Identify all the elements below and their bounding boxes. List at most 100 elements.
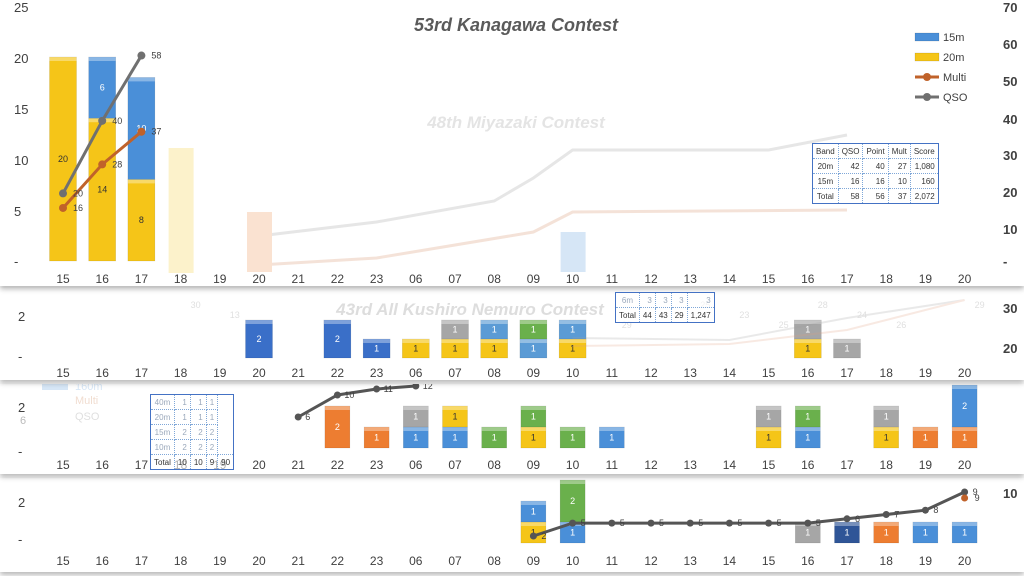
band-3-bar-orange-22-label: 1	[923, 433, 928, 443]
band-3-bar-orange-8-fill	[363, 426, 390, 449]
ghost-swatch-160m	[42, 382, 68, 390]
band-4-bar-green-13-label: 2	[570, 496, 575, 506]
band-2-bar-yellow-13: 1	[558, 338, 587, 359]
band-2-ghost-multi	[572, 299, 965, 347]
band-3-bar-orange-23-label: 1	[962, 433, 967, 443]
band-2-bar-light-13-fill	[558, 319, 587, 340]
x-tick-13: 10	[566, 272, 580, 286]
x-tick-0: 15	[56, 366, 70, 380]
band-3-bar-yellow-12-label: 1	[531, 433, 536, 443]
band-4-qso-point-5	[725, 519, 733, 527]
band-3-bar-green-19-label: 1	[805, 412, 810, 422]
band-2-bar-yellow-19-shine	[794, 339, 822, 343]
band-2-bar-dark-7-fill	[323, 319, 352, 359]
x-tick-6: 21	[292, 458, 306, 472]
band-4-qso-label-9: 7	[894, 510, 899, 520]
band-3-y-tick-0: 2	[18, 400, 25, 415]
band-2-ghost-label-8: 26	[896, 320, 906, 330]
ghost-table-band-2-row-0: 6m 3 3 3 3	[615, 292, 715, 308]
band-3-bar-blue-14-label: 1	[609, 433, 614, 443]
band-4-qso-point-4	[686, 519, 694, 527]
band-3-bar-blue-10: 1	[442, 426, 468, 449]
band-3-qso-label-2: 11	[384, 384, 393, 394]
x-tick-18: 15	[762, 554, 776, 568]
band-3-qso-point-0	[294, 413, 302, 421]
x-tick-14: 11	[606, 366, 619, 380]
band-4-x-axis: 15 16 17 18 19 20 21 22 23 06 07 08 09 10 11 12 13 14 15 16…	[56, 554, 971, 568]
x-tick-15: 12	[644, 366, 658, 380]
band-4-qso-point-2	[608, 519, 616, 527]
score-table-row-0-cell-2: 40	[862, 158, 889, 174]
qso-value-0: 20	[73, 188, 83, 198]
band-2-ghost-label-4: 23	[739, 310, 749, 320]
x-tick-21: 18	[880, 272, 894, 286]
x-tick-8: 23	[370, 366, 384, 380]
band-3-bar-blue-19-shine	[795, 427, 821, 431]
band-2-bar-dark-7-label: 2	[335, 334, 340, 344]
band-2-bar-yellow-19: 1	[794, 338, 822, 359]
x-tick-23: 20	[958, 554, 972, 568]
x-tick-18: 15	[762, 458, 776, 472]
x-tick-17: 14	[723, 272, 737, 286]
band-3-bar-blue-23-fill	[951, 384, 978, 428]
ghost-table-band-3-cell-1-0: 20m	[150, 409, 175, 425]
ghost-table-band-2-cell-0-0: 6m	[615, 292, 640, 308]
x-tick-13: 10	[566, 458, 580, 472]
band-3-bar-yellow-12: 1	[520, 426, 547, 449]
score-table-row-1-cell-0: 15m	[812, 173, 839, 189]
band-4-qso-label-6: 5	[777, 518, 782, 528]
score-table-row-1-cell-4: 160	[909, 173, 939, 189]
score-table-header-cell-3: Mult	[887, 143, 911, 159]
bar-20m-17-label: 8	[139, 215, 144, 225]
ghost-table-band-2-cell-0-1: 3	[638, 292, 656, 308]
band-2-bar-green-12-shine	[519, 320, 547, 324]
bar-20m-15-fill	[49, 56, 77, 262]
x-tick-0: 15	[56, 554, 70, 568]
bar-20m-17-fill	[127, 179, 156, 262]
band-4-qso-label-11: 9	[973, 487, 978, 497]
legend-label-1: 20m	[943, 52, 964, 64]
ghost-table-band-3-cell-0-0: 40m	[150, 394, 175, 410]
band-3-bar-green-11: 1	[481, 426, 507, 449]
band-3-bar-blue-14-fill	[599, 426, 625, 449]
chart-legend: 15m 20m Multi QSO	[914, 32, 968, 104]
band-2-y-tick-1: -	[18, 349, 22, 364]
band-4-bar-green-13-fill	[559, 479, 586, 523]
band-2-bar-dark-8-label: 1	[374, 344, 379, 354]
bar-15m-16-shine	[88, 57, 116, 61]
x-tick-19: 16	[801, 554, 815, 568]
band-2-ghost-label-1: 13	[230, 310, 240, 320]
band-4-bar-yellow-12-shine	[520, 522, 546, 526]
band-4-qso-label-7: 5	[816, 518, 821, 528]
band-4-qso-label-1: 5	[581, 518, 586, 528]
band-2-bar-dark-8-shine	[363, 339, 391, 343]
band-2-bar-dark-8: 1	[362, 338, 391, 359]
band-4-qso-point-7	[804, 519, 812, 527]
band-4-bar-green-13: 2	[559, 479, 586, 523]
band-2-svg: 15 16 17 18 19 20 21 22 23 06 07 08 09 10 11 12 13 14 15 16…	[18, 299, 1017, 380]
band-3-bar-green-11-shine	[481, 427, 507, 431]
band-2-bar-gray-19-shine	[794, 320, 822, 324]
ghost-table-band-3-cell-0-3: 1	[205, 394, 219, 410]
qso-point-1	[98, 116, 107, 125]
band-3-bar-yellow-12-shine	[520, 427, 546, 431]
band-3-bar-orange-22-shine	[912, 427, 938, 431]
band-4-qso-point-10	[921, 506, 929, 514]
band-3-bar-orange-23-shine	[952, 427, 978, 431]
legend-swatch-0	[914, 32, 940, 42]
band-4-bar-blue-23-label: 1	[962, 528, 967, 538]
ghost-table-band-3-row-4: Total 10 10 9 90	[150, 454, 235, 470]
score-table-header-cell-4: Score	[909, 143, 939, 159]
x-tick-5: 20	[252, 554, 266, 568]
legend-label-2: Multi	[943, 72, 966, 84]
x-tick-8: 23	[370, 554, 384, 568]
band-3-bar-orange-23: 1	[951, 426, 978, 449]
band-3-qso-label-0: 6	[305, 412, 310, 422]
band-4-y2-tick-0: 10	[1003, 486, 1017, 501]
band-4-qso-label-2: 5	[620, 518, 625, 528]
band-3: 1516171819202122230607080910111213141516…	[0, 381, 1024, 474]
band-2-ghost-label-9: 29	[975, 300, 985, 310]
x-tick-1: 16	[96, 458, 110, 472]
band-4-qso-label-0: 2	[541, 531, 546, 541]
x-tick-20: 17	[840, 366, 854, 380]
